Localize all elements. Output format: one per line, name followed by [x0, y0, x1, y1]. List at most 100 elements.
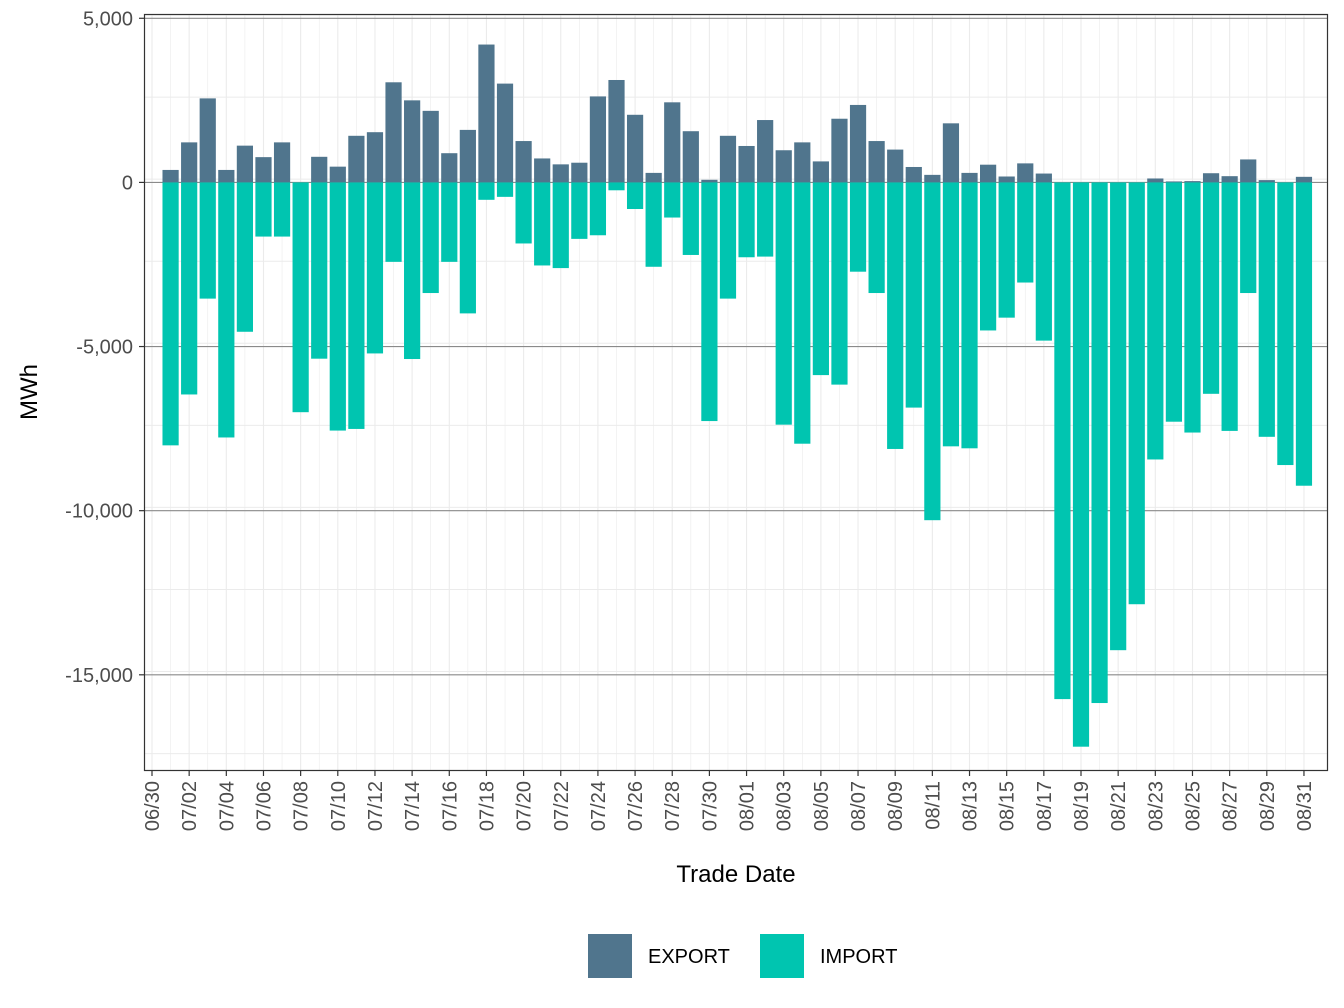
x-tick-label: 08/01: [737, 781, 759, 831]
x-tick-label: 07/24: [588, 781, 610, 831]
bar-export-08-24: [1165, 181, 1182, 183]
bar-import-08-31: [1295, 182, 1313, 486]
panel-border: [143, 13, 1329, 772]
bar-export-07-05: [236, 145, 253, 183]
x-tick-label: 08/11: [922, 781, 944, 830]
bar-import-07-17: [459, 182, 476, 314]
x-tick-label: 08/25: [1182, 781, 1204, 831]
bar-export-08-04: [794, 142, 811, 183]
x-axis-title: Trade Date: [676, 861, 795, 888]
bar-import-07-14: [404, 182, 421, 360]
bar-export-08-15: [998, 176, 1015, 183]
bar-export-08-25: [1184, 181, 1201, 183]
bar-import-08-15: [998, 182, 1015, 318]
x-tick-label: 07/30: [699, 781, 721, 831]
bar-import-07-04: [218, 182, 235, 438]
bar-import-07-28: [664, 182, 681, 218]
bar-export-07-15: [422, 110, 439, 183]
x-tick-label: 07/06: [253, 781, 275, 831]
y-tick-label: 0: [122, 172, 133, 194]
bar-export-08-10: [905, 166, 922, 183]
bar-export-07-27: [645, 172, 662, 183]
bar-export-07-30: [701, 179, 718, 183]
x-tick-label: 07/28: [662, 781, 684, 831]
bar-import-07-25: [608, 182, 625, 191]
x-tick-label: 07/14: [402, 781, 424, 831]
bar-export-07-19: [496, 83, 514, 183]
bar-import-07-31: [719, 182, 737, 299]
bar-import-08-24: [1165, 182, 1182, 422]
bar-import-07-08: [292, 182, 309, 413]
bar-export-07-07: [273, 142, 291, 183]
bar-import-07-15: [422, 182, 439, 294]
bar-import-08-26: [1202, 182, 1220, 394]
bar-import-07-24: [589, 182, 607, 236]
bar-export-07-14: [404, 100, 421, 183]
bar-export-07-31: [719, 135, 737, 183]
bar-export-08-16: [1017, 163, 1034, 183]
x-tick-label: 08/31: [1294, 781, 1316, 831]
bar-import-08-21: [1110, 182, 1127, 651]
bar-import-08-13: [961, 182, 978, 449]
bar-import-07-20: [515, 182, 532, 244]
bar-import-08-08: [868, 182, 885, 294]
x-tick-label: 07/10: [328, 781, 350, 831]
x-tick-label: 08/07: [848, 781, 870, 831]
bar-import-07-12: [366, 182, 384, 354]
bar-import-07-01: [162, 182, 179, 446]
legend-label-export: EXPORT: [648, 946, 730, 968]
y-tick-label: 5,000: [83, 8, 133, 30]
bar-import-08-28: [1240, 182, 1257, 294]
x-tick-label: 08/15: [997, 781, 1019, 831]
y-tick-label: -10,000: [65, 501, 133, 523]
bar-import-07-22: [552, 182, 569, 269]
bar-export-08-26: [1202, 173, 1220, 183]
bar-export-07-12: [366, 132, 384, 183]
bar-import-07-09: [311, 182, 328, 359]
bar-import-07-21: [534, 182, 551, 266]
x-tick-label: 07/18: [476, 781, 498, 831]
x-tick-label: 08/27: [1220, 781, 1242, 831]
bar-import-08-05: [812, 182, 829, 376]
x-tick-label: 08/05: [811, 781, 833, 831]
bar-export-07-02: [181, 142, 198, 183]
bar-import-07-03: [199, 182, 216, 299]
bar-export-07-11: [348, 135, 365, 183]
bar-export-07-21: [534, 158, 551, 183]
bar-export-08-05: [812, 161, 829, 183]
bar-import-07-23: [571, 182, 588, 239]
bar-import-08-11: [924, 182, 941, 521]
bar-export-07-29: [682, 131, 699, 183]
bar-import-08-14: [980, 182, 997, 331]
bar-export-08-03: [775, 150, 792, 183]
x-tick-label: 08/13: [960, 781, 982, 831]
bar-import-08-23: [1147, 182, 1164, 460]
bar-export-08-08: [868, 141, 885, 183]
bar-import-08-27: [1221, 182, 1238, 431]
bar-import-08-07: [849, 182, 867, 272]
bar-export-08-17: [1035, 173, 1052, 183]
bar-export-07-16: [441, 153, 458, 183]
bar-export-07-06: [255, 157, 272, 183]
bar-import-08-10: [905, 182, 922, 408]
y-axis-title: MWh: [16, 364, 43, 420]
bar-import-08-20: [1091, 182, 1108, 704]
bar-import-08-18: [1054, 182, 1071, 700]
bar-import-08-09: [887, 182, 904, 449]
bar-import-07-26: [626, 182, 644, 210]
bar-export-07-26: [626, 114, 644, 183]
legend-label-import: IMPORT: [820, 946, 897, 968]
bar-import-07-11: [348, 182, 365, 429]
bars-layer: [162, 44, 1313, 747]
y-tick-label: -15,000: [65, 665, 133, 687]
legend-swatch-import: [760, 934, 804, 978]
bar-export-08-28: [1240, 159, 1257, 183]
bar-import-08-19: [1072, 182, 1090, 747]
bar-export-08-14: [980, 164, 997, 183]
bar-import-07-18: [478, 182, 495, 200]
bar-import-07-07: [273, 182, 291, 237]
bar-import-07-06: [255, 182, 272, 237]
legend-swatch-export: [588, 934, 632, 978]
bar-export-07-17: [459, 129, 476, 183]
